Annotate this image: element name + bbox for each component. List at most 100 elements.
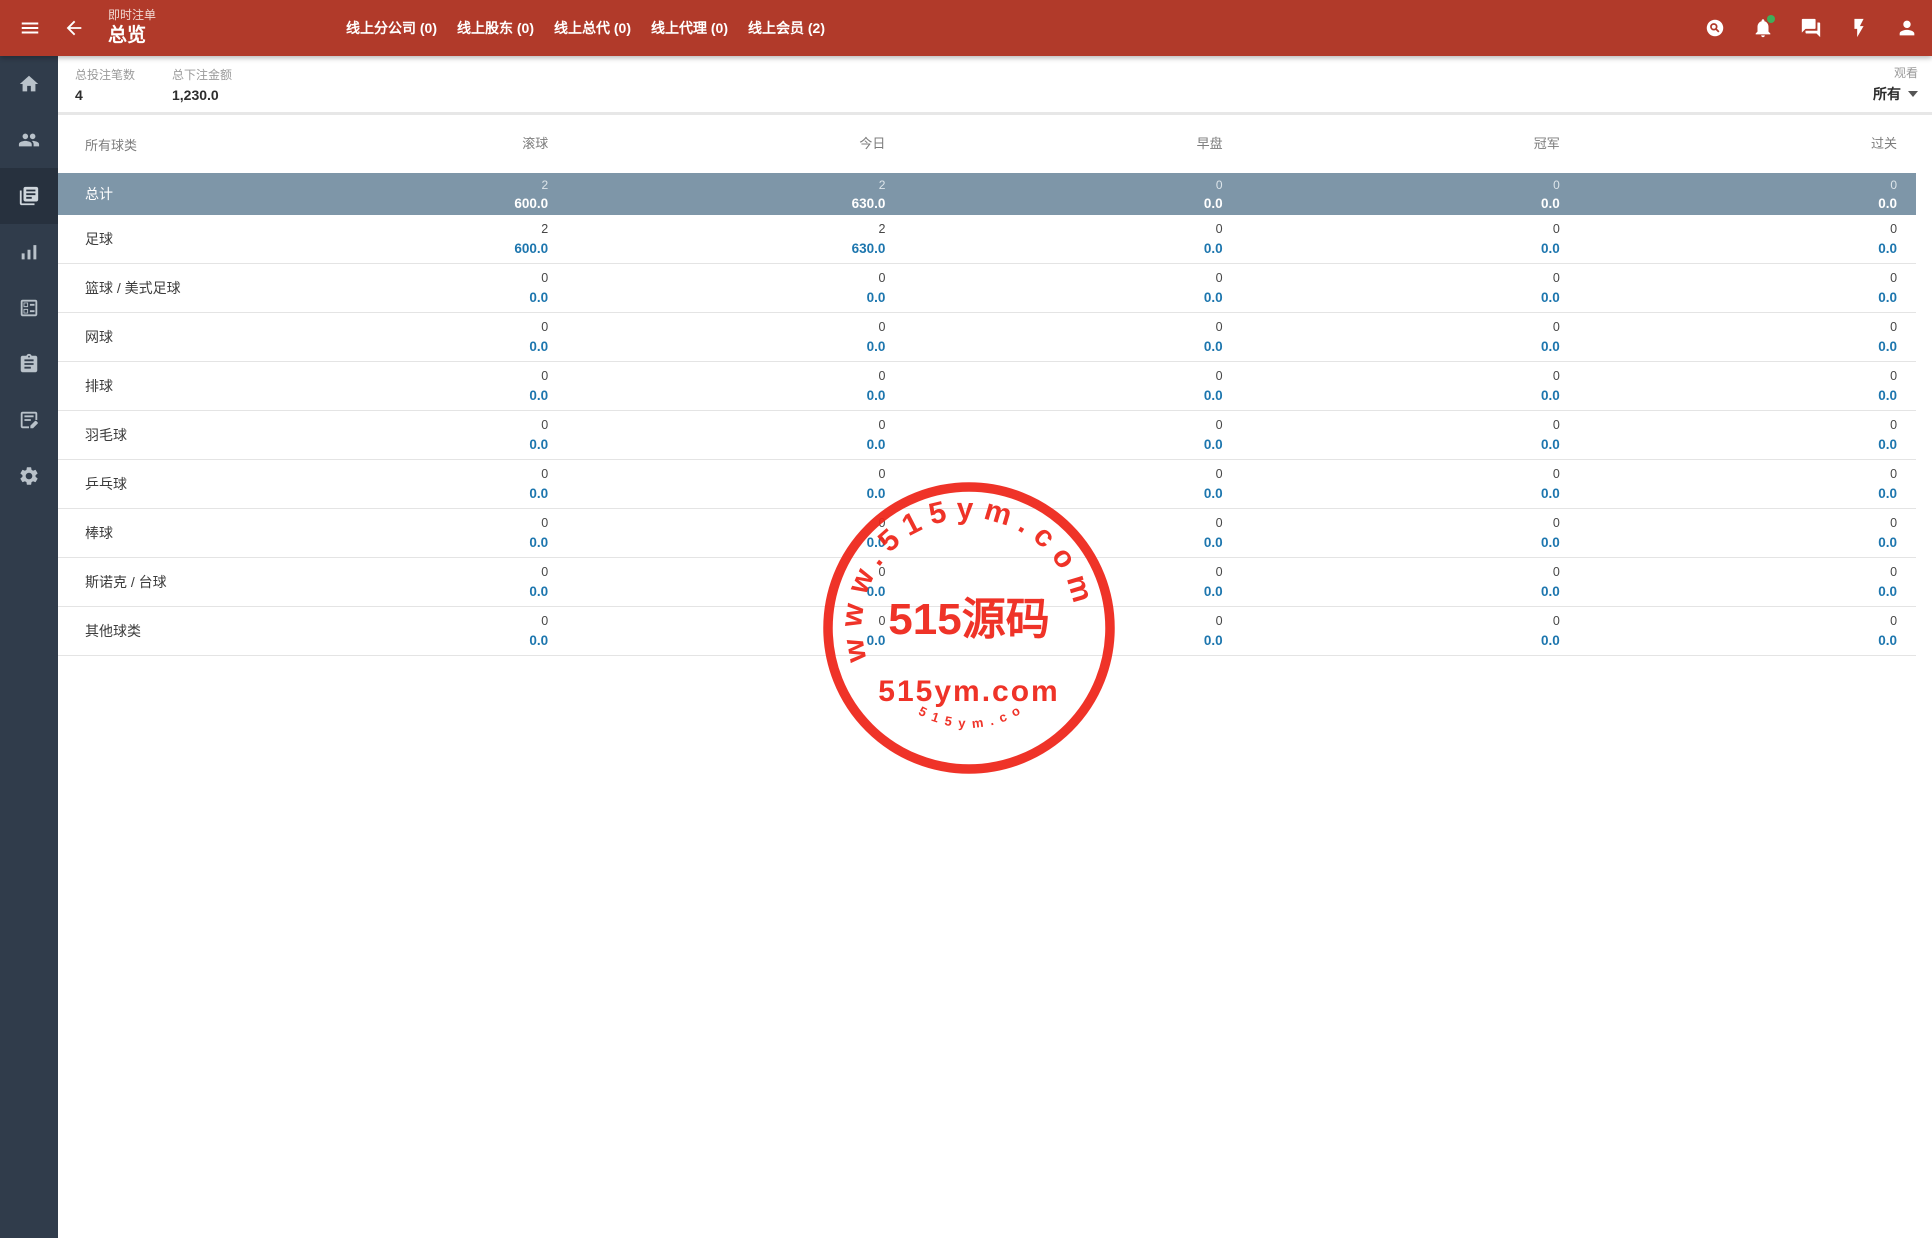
messages-icon[interactable]: [1791, 8, 1831, 48]
sidebar-item-bet-list[interactable]: [0, 168, 58, 224]
cell-live: 2 600.0: [211, 215, 548, 263]
cell-live: 0 0.0: [211, 411, 548, 459]
sidebar-item-members[interactable]: [0, 112, 58, 168]
cell-outright: 0 0.0: [1223, 411, 1560, 459]
cell-outright: 0 0.0: [1223, 509, 1560, 557]
nav-online-branch[interactable]: 线上分公司 (0): [346, 20, 437, 36]
sidebar: [0, 56, 58, 1238]
total-cell-today: 2 630.0: [548, 173, 886, 215]
sidebar-item-assignments[interactable]: [0, 336, 58, 392]
bet-count: 0: [1215, 516, 1223, 530]
people-icon: [18, 133, 40, 147]
bet-count: 0: [878, 565, 886, 579]
cell-today: 0 0.0: [548, 460, 886, 508]
table-row[interactable]: 篮球 / 美式足球 0 0.0 0 0.0 0 0.0 0 0.0 0 0.0: [58, 264, 1916, 313]
bet-count: 0: [1215, 418, 1223, 432]
bet-amount: 0.0: [1541, 584, 1560, 599]
bet-count: 2: [878, 177, 886, 192]
bet-count: 0: [1890, 320, 1898, 334]
header-today: 今日: [859, 136, 886, 151]
cell-live: 0 0.0: [211, 558, 548, 606]
bet-count: 2: [541, 177, 549, 192]
edit-note-icon: [20, 411, 38, 429]
menu-icon[interactable]: [10, 8, 50, 48]
bet-amount: 0.0: [1203, 290, 1223, 305]
flash-icon[interactable]: [1839, 8, 1879, 48]
sidebar-item-reports[interactable]: [0, 224, 58, 280]
cell-early: 0 0.0: [885, 215, 1223, 263]
bet-amount: 0.0: [1203, 535, 1223, 550]
header-outright: 冠军: [1533, 136, 1560, 151]
bet-amount: 630.0: [851, 195, 886, 211]
bet-amount: 0.0: [1878, 584, 1898, 599]
search-icon[interactable]: [1695, 8, 1735, 48]
cell-early: 0 0.0: [885, 313, 1223, 361]
total-row: 总计 2 600.0 2 630.0 0 0.0 0 0.0 0 0.0: [58, 173, 1916, 215]
nav-online-shareholder[interactable]: 线上股东 (0): [457, 20, 534, 36]
nav-online-member[interactable]: 线上会员 (2): [748, 20, 825, 36]
header-early: 早盘: [1196, 136, 1223, 151]
bet-count: 0: [878, 369, 886, 383]
bet-count: 0: [878, 467, 886, 481]
bet-amount: 0.0: [1541, 290, 1560, 305]
total-cell-outright: 0 0.0: [1223, 173, 1560, 215]
bet-amount: 0.0: [1203, 241, 1223, 256]
bet-count: 0: [1890, 516, 1898, 530]
bet-amount: 0.0: [529, 584, 549, 599]
bet-count: 2: [878, 222, 886, 236]
bet-amount: 0.0: [1878, 388, 1898, 403]
bet-amount: 0.0: [1203, 486, 1223, 501]
table-row[interactable]: 棒球 0 0.0 0 0.0 0 0.0 0 0.0 0 0.0: [58, 509, 1916, 558]
total-bets-value: 4: [75, 86, 83, 103]
sport-label: 篮球 / 美式足球: [85, 280, 181, 296]
view-filter-dropdown[interactable]: 观看 所有: [1873, 64, 1918, 104]
cell-today: 0 0.0: [548, 509, 886, 557]
table-row[interactable]: 乒乓球 0 0.0 0 0.0 0 0.0 0 0.0 0 0.0: [58, 460, 1916, 509]
total-amount-stat: 总下注金额 1,230.0: [172, 66, 232, 103]
account-level-nav: 线上分公司 (0) 线上股东 (0) 线上总代 (0) 线上代理 (0) 线上会…: [346, 0, 825, 56]
back-arrow-icon[interactable]: [54, 8, 94, 48]
header-live: 滚球: [522, 136, 549, 151]
table-row[interactable]: 其他球类 0 0.0 0 0.0 0 0.0 0 0.0 0 0.0: [58, 607, 1916, 656]
cell-outright: 0 0.0: [1223, 558, 1560, 606]
sidebar-item-settings[interactable]: [0, 448, 58, 504]
bet-count: 0: [1215, 271, 1223, 285]
total-bets-label: 总投注笔数: [75, 67, 136, 82]
bet-count: 0: [1215, 222, 1223, 236]
topbar-actions: [1695, 8, 1927, 48]
bet-amount: 0.0: [1878, 535, 1898, 550]
profile-icon[interactable]: [1887, 8, 1927, 48]
table-row[interactable]: 网球 0 0.0 0 0.0 0 0.0 0 0.0 0 0.0: [58, 313, 1916, 362]
bet-amount: 0.0: [1203, 388, 1223, 403]
cell-today: 0 0.0: [548, 558, 886, 606]
sport-label: 网球: [85, 329, 113, 345]
page-title: 总览: [108, 24, 147, 46]
cell-today: 0 0.0: [548, 264, 886, 312]
cell-outright: 0 0.0: [1223, 460, 1560, 508]
table-row[interactable]: 排球 0 0.0 0 0.0 0 0.0 0 0.0 0 0.0: [58, 362, 1916, 411]
cell-early: 0 0.0: [885, 558, 1223, 606]
bet-amount: 0.0: [1878, 486, 1898, 501]
bet-count: 0: [1215, 177, 1223, 192]
table-row[interactable]: 斯诺克 / 台球 0 0.0 0 0.0 0 0.0 0 0.0 0 0.0: [58, 558, 1916, 607]
sidebar-item-notes[interactable]: [0, 392, 58, 448]
sport-label: 乒乓球: [85, 476, 127, 492]
bet-count: 0: [1552, 614, 1560, 628]
nav-online-agent[interactable]: 线上代理 (0): [651, 20, 728, 36]
bet-amount: 0.0: [1203, 584, 1223, 599]
bet-count: 0: [541, 271, 549, 285]
notifications-bell-icon[interactable]: [1743, 8, 1783, 48]
bet-amount: 0.0: [866, 584, 886, 599]
nav-online-master-agent[interactable]: 线上总代 (0): [554, 20, 631, 36]
table-row[interactable]: 足球 2 600.0 2 630.0 0 0.0 0 0.0 0 0.0: [58, 215, 1916, 264]
bet-count: 0: [1552, 222, 1560, 236]
cell-early: 0 0.0: [885, 460, 1223, 508]
sidebar-item-results[interactable]: [0, 280, 58, 336]
bet-amount: 0.0: [1878, 437, 1898, 452]
bet-count: 0: [541, 418, 549, 432]
sidebar-item-home[interactable]: [0, 56, 58, 112]
table-row[interactable]: 羽毛球 0 0.0 0 0.0 0 0.0 0 0.0 0 0.0: [58, 411, 1916, 460]
view-filter-label: 观看: [1893, 66, 1918, 80]
cell-early: 0 0.0: [885, 607, 1223, 655]
bet-amount: 630.0: [851, 241, 886, 256]
